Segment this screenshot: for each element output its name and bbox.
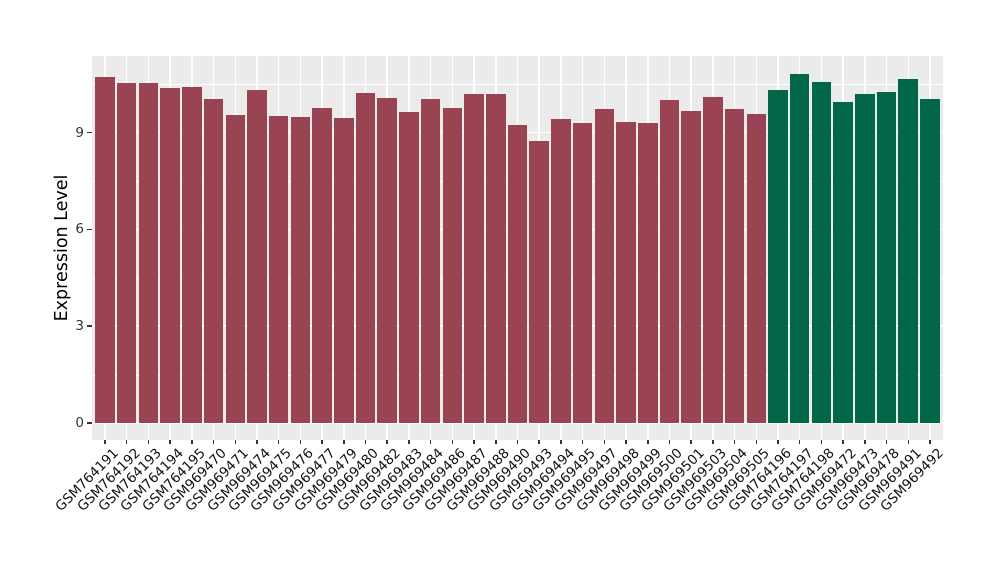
y-tick-label: 3 (75, 318, 84, 335)
y-tick-label: 0 (75, 415, 84, 431)
x-tick-mark (538, 440, 540, 444)
bar-GSM969497 (594, 109, 615, 423)
bar-GSM764193 (138, 83, 159, 423)
x-tick-mark (907, 440, 909, 444)
bar-GSM764196 (768, 90, 788, 423)
bar-GSM969471 (225, 114, 246, 423)
bar-GSM969501 (681, 111, 701, 423)
bar-GSM969476 (290, 117, 311, 423)
x-tick-mark (191, 440, 193, 444)
bar-GSM969490 (507, 124, 528, 423)
bar-GSM969478 (876, 91, 897, 423)
x-tick-mark (864, 440, 866, 444)
x-tick-mark (212, 440, 215, 444)
bar-GSM969498 (616, 121, 636, 423)
bar-GSM969505 (746, 113, 767, 423)
bar-GSM969477 (312, 108, 332, 423)
bar-GSM969472 (833, 102, 853, 423)
bar-GSM969483 (399, 112, 419, 423)
y-tick-label: 6 (75, 221, 84, 238)
x-tick-mark (929, 440, 931, 444)
x-tick-mark (321, 440, 323, 444)
x-tick-mark (733, 440, 736, 444)
x-tick-mark (104, 440, 106, 444)
x-tick-mark (408, 440, 410, 444)
y-tick-mark (87, 325, 92, 327)
bar-GSM969475 (268, 115, 289, 423)
x-tick-mark (820, 440, 823, 444)
x-tick-mark (798, 440, 801, 444)
x-tick-mark (343, 440, 345, 444)
x-tick-mark (560, 440, 562, 444)
x-tick-mark (277, 440, 280, 444)
bar-GSM764197 (789, 73, 810, 423)
bar-GSM969492 (920, 99, 940, 423)
x-tick-mark (625, 440, 627, 444)
x-tick-mark (234, 440, 237, 444)
x-tick-mark (495, 440, 497, 444)
y-tick-mark (87, 422, 92, 424)
bar-GSM969479 (334, 118, 354, 423)
y-tick-mark (87, 131, 92, 134)
x-tick-mark (125, 440, 128, 444)
x-tick-mark (364, 440, 367, 444)
bar-GSM969470 (203, 99, 224, 423)
bar-GSM969487 (464, 94, 484, 423)
x-tick-mark (690, 440, 692, 444)
x-tick-mark (777, 440, 779, 444)
x-tick-mark (473, 440, 475, 444)
x-tick-mark (842, 440, 844, 444)
x-tick-mark (386, 440, 388, 444)
bar-GSM969493 (529, 141, 549, 423)
x-tick-mark (147, 440, 150, 444)
bar-GSM969499 (637, 123, 658, 423)
y-axis-title: Expression Level (52, 174, 72, 322)
x-tick-mark (603, 440, 606, 444)
x-tick-mark (451, 440, 454, 444)
bar-GSM969482 (377, 98, 397, 423)
bar-GSM969495 (572, 122, 593, 423)
x-tick-mark (668, 440, 671, 444)
bar-GSM969491 (898, 78, 919, 423)
x-tick-mark (712, 440, 714, 444)
x-tick-mark (429, 440, 432, 444)
bar-GSM969494 (551, 119, 571, 423)
bar-GSM969503 (703, 97, 723, 423)
bar-GSM969480 (355, 92, 376, 423)
x-tick-mark (299, 440, 302, 444)
x-tick-mark (885, 440, 888, 444)
bar-GSM764195 (182, 87, 202, 423)
x-tick-mark (516, 440, 519, 444)
bar-GSM969486 (442, 107, 463, 423)
bar-GSM969488 (486, 94, 506, 423)
x-tick-mark (256, 440, 258, 444)
bar-GSM764194 (160, 88, 180, 423)
bar-GSM969474 (247, 90, 267, 423)
bar-GSM969500 (659, 100, 680, 423)
x-tick-mark (755, 440, 758, 444)
y-tick-mark (87, 228, 92, 231)
bar-GSM969504 (724, 109, 745, 423)
bar-GSM969473 (855, 94, 875, 423)
y-tick-label: 9 (75, 124, 84, 141)
bar-GSM764198 (811, 82, 832, 423)
x-tick-mark (581, 440, 584, 444)
x-tick-mark (647, 440, 649, 444)
bar-GSM969484 (420, 99, 441, 423)
bar-GSM764191 (95, 77, 115, 423)
plot-panel (92, 56, 943, 440)
x-tick-mark (169, 440, 171, 444)
bar-GSM764192 (116, 82, 137, 423)
